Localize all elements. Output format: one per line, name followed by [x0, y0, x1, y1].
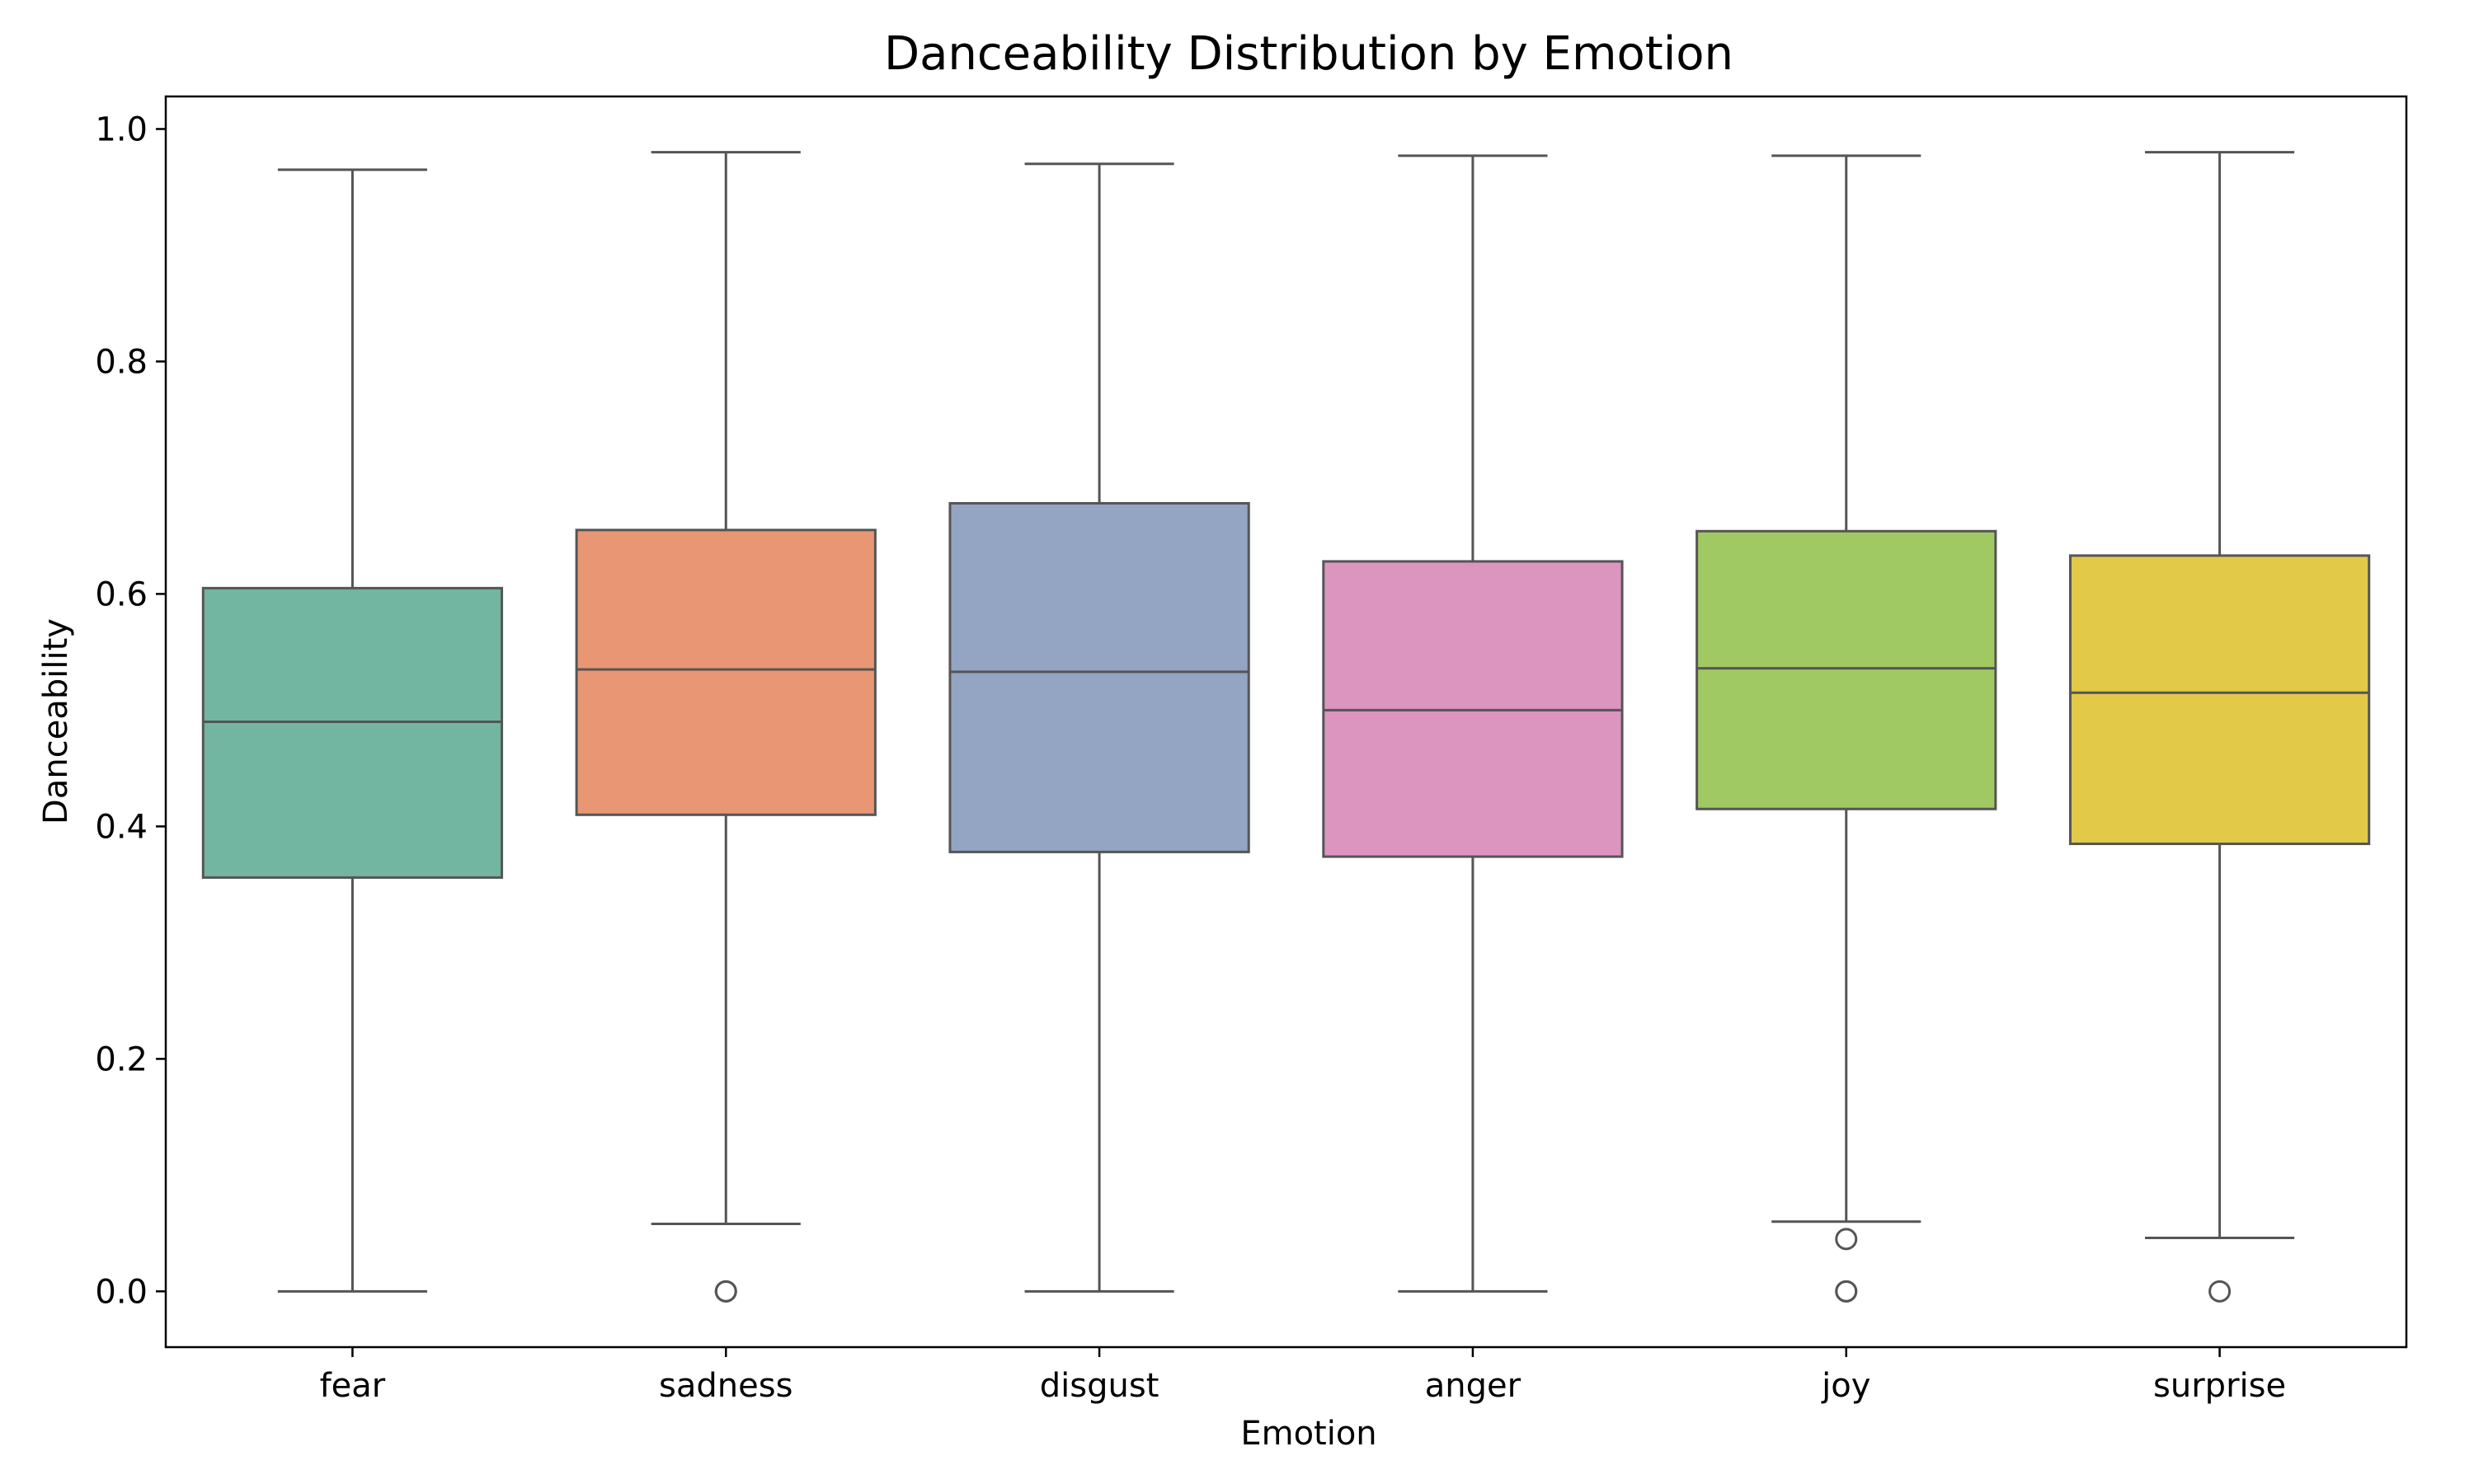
- outlier-point: [714, 1280, 737, 1303]
- box-group-disgust: [948, 162, 1250, 1293]
- x-tick-label: joy: [1821, 1367, 1870, 1405]
- x-tick-label: sadness: [659, 1367, 793, 1405]
- x-tick-label: surprise: [2153, 1367, 2286, 1405]
- box-group-surprise: [2068, 151, 2371, 1303]
- y-tick-label: 0.6: [95, 575, 148, 613]
- box-group-joy: [1696, 154, 1997, 1303]
- y-tick-label: 0.2: [95, 1040, 148, 1078]
- y-axis-label: Danceability: [37, 618, 75, 824]
- x-axis: fear sadness disgust anger joy surprise: [320, 1347, 2286, 1405]
- box-group-anger: [1322, 154, 1624, 1293]
- x-tick-label: fear: [320, 1367, 386, 1405]
- chart-title: Danceability Distribution by Emotion: [884, 27, 1733, 81]
- outlier-point: [1835, 1280, 1858, 1303]
- y-tick-label: 0.8: [95, 343, 148, 381]
- y-tick-label: 1.0: [95, 110, 148, 148]
- plot-area: [201, 151, 2371, 1303]
- x-tick-label: anger: [1425, 1367, 1522, 1405]
- iqr-box: [575, 528, 877, 816]
- x-tick-label: disgust: [1040, 1367, 1159, 1405]
- iqr-box: [2068, 554, 2371, 846]
- box-group-fear: [201, 168, 504, 1293]
- plot-frame: [164, 95, 2408, 1349]
- x-axis-label: Emotion: [1240, 1415, 1376, 1453]
- y-tick-label: 0.4: [95, 808, 148, 846]
- box-group-sadness: [575, 151, 877, 1303]
- iqr-box: [1696, 529, 1997, 810]
- outlier-point: [2208, 1280, 2232, 1303]
- outlier-point: [1835, 1228, 1858, 1251]
- iqr-box: [201, 586, 504, 879]
- y-tick-label: 0.0: [95, 1273, 148, 1311]
- y-axis: 0.0 0.2 0.4 0.6 0.8 1.0: [95, 110, 166, 1311]
- iqr-box: [948, 501, 1250, 853]
